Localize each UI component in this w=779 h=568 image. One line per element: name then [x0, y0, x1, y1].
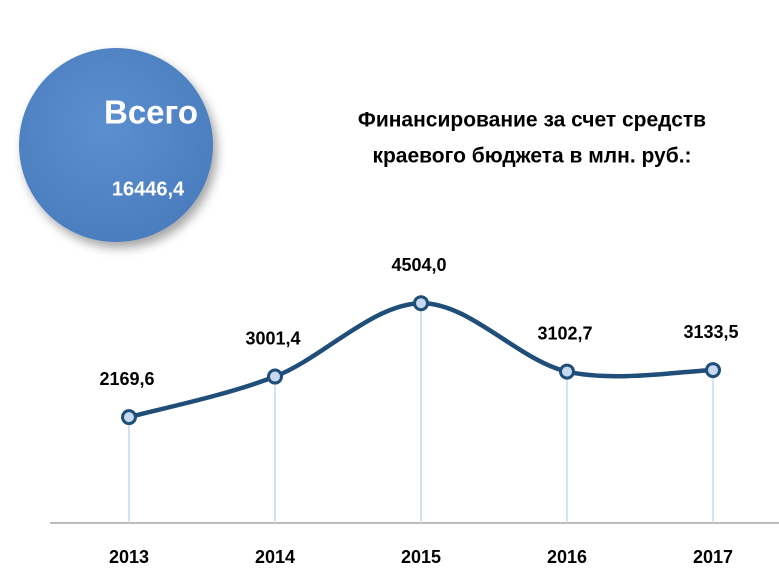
data-label: 3133,5	[683, 322, 738, 342]
point	[705, 362, 721, 379]
point	[121, 409, 137, 426]
x-tick-label: 2015	[401, 547, 441, 567]
point	[413, 295, 429, 312]
summary-circle	[19, 48, 213, 242]
data-label: 3001,4	[245, 328, 300, 348]
x-tick-label: 2013	[109, 547, 149, 567]
chart-title: Финансирование за счет средств	[358, 109, 706, 132]
x-tick-label: 2014	[255, 547, 295, 567]
chart-subtitle: краевого бюджета в млн. руб.:	[372, 145, 691, 168]
point	[559, 363, 575, 380]
summary-label: Всего	[104, 94, 198, 131]
x-tick-label: 2016	[547, 547, 587, 567]
point	[267, 368, 283, 385]
data-label: 3102,7	[537, 323, 592, 343]
data-label: 2169,6	[99, 369, 154, 389]
summary-value: 16446,4	[112, 178, 185, 200]
x-tick-label: 2017	[693, 547, 733, 567]
data-label: 4504,0	[391, 255, 446, 275]
